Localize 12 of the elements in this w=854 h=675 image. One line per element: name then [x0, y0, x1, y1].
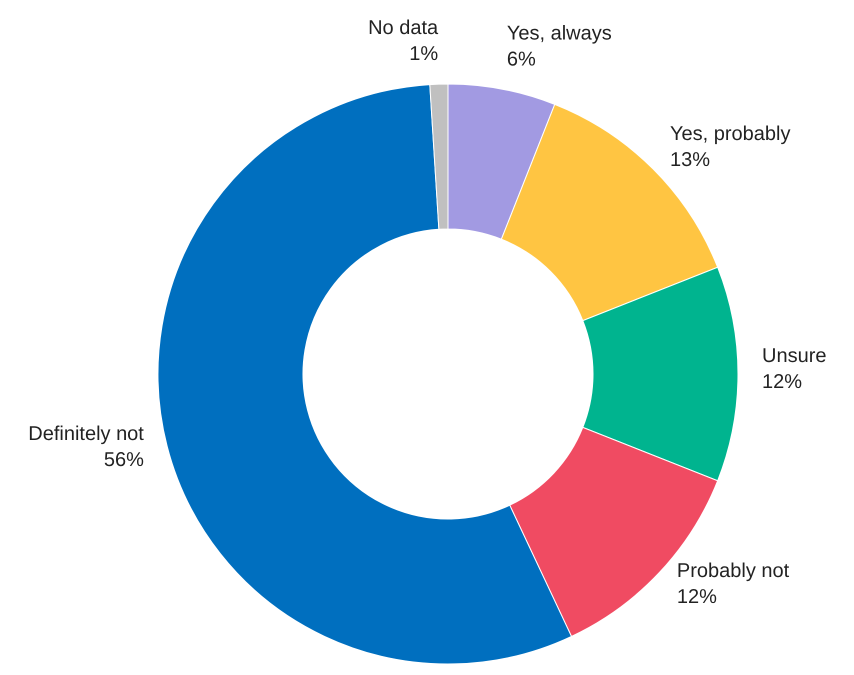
slice-label: Yes, always: [506, 22, 612, 45]
data-label: 56%: [104, 449, 144, 472]
data-label: 1%: [409, 43, 438, 66]
slice-label: Yes, probably: [670, 122, 790, 145]
slice-label: Probably not: [676, 560, 790, 582]
slice-label: Definitely not: [28, 423, 144, 446]
data-label: 12%: [676, 586, 718, 608]
slice-label: Unsure: [762, 345, 826, 367]
data-label: 6%: [506, 48, 536, 71]
data-label: 13%: [670, 148, 710, 171]
data-label: 12%: [762, 371, 802, 393]
slice-label: No data: [368, 17, 439, 40]
